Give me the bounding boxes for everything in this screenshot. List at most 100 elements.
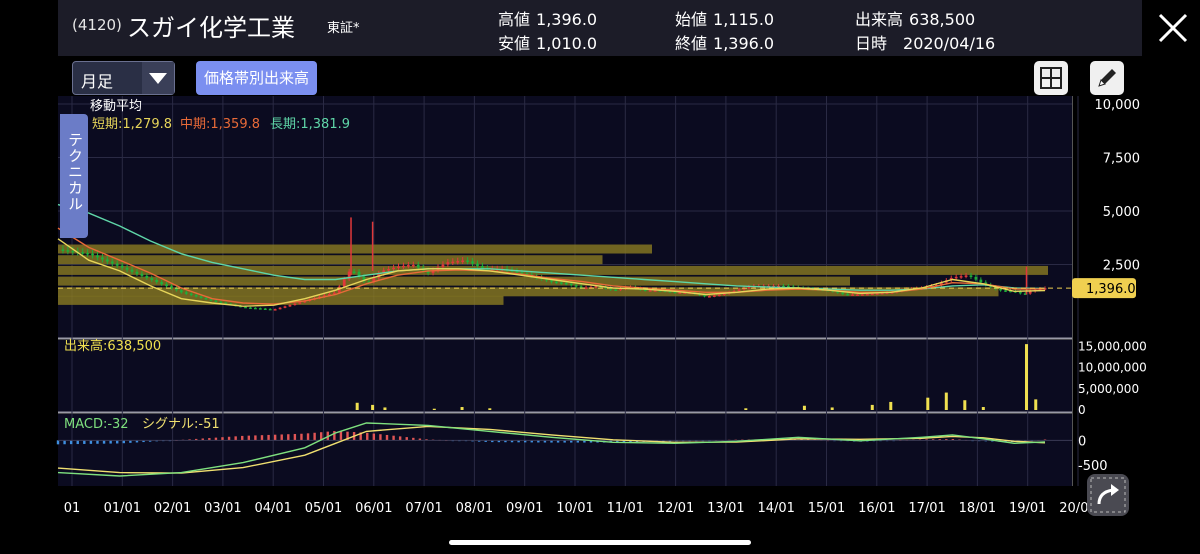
low-quote: 安値 1,010.0: [498, 34, 598, 53]
candle-body: [668, 290, 672, 293]
candle-body: [411, 264, 415, 267]
volume-tick-label: 0: [1078, 403, 1086, 417]
macd-hist-bar: [517, 440, 520, 443]
candle-body: [466, 260, 470, 263]
candle-body: [782, 285, 785, 288]
x-tick-label: 13/01: [707, 501, 744, 516]
macd-hist-bar: [201, 438, 204, 441]
volume-bar: [926, 397, 930, 410]
volume-profile-button[interactable]: 価格帯別出来高: [196, 61, 317, 95]
rotate-view-button[interactable]: [1087, 474, 1129, 516]
macd-hist-bar: [214, 437, 218, 441]
macd-hist-bar: [83, 440, 86, 444]
macd-hist-bar: [56, 440, 60, 445]
candle-body: [574, 284, 578, 287]
macd-hist-bar: [629, 440, 632, 443]
x-tick-label: 01: [64, 501, 81, 516]
macd-hist-bar: [570, 440, 573, 443]
candle-body: [416, 264, 420, 268]
candle-body: [708, 296, 711, 298]
dropdown-arrow[interactable]: [142, 62, 174, 94]
layout-button[interactable]: [1034, 61, 1068, 95]
x-axis-labels: 01 01/01 02/01 03/01 04/01 05/01 06/01 07/01 08/…: [64, 501, 1097, 516]
draw-button[interactable]: [1090, 61, 1124, 95]
candle-body: [703, 294, 706, 297]
macd-hist-bar: [412, 437, 415, 441]
candle-body: [224, 302, 228, 305]
candle-body: [481, 265, 484, 269]
macd-hist-bar: [208, 438, 211, 441]
macd-hist-bar: [313, 432, 316, 441]
candle-body: [258, 308, 262, 310]
svg-text:1,396.0: 1,396.0: [1086, 282, 1136, 297]
candle-body: [959, 276, 963, 278]
candle-body: [969, 275, 973, 277]
candle-body: [283, 306, 287, 308]
candle-body: [209, 299, 213, 301]
candle-body: [303, 300, 307, 303]
candle-body: [328, 294, 331, 296]
macd-hist-bar: [267, 434, 270, 441]
volume-panel: [58, 340, 1072, 412]
ma-long-label: 長期:1,381.9: [270, 117, 350, 132]
price-tick-label: 10,000: [1095, 98, 1141, 113]
x-tick-label: 06/01: [355, 501, 392, 516]
candle-body: [865, 293, 869, 296]
candle-body: [426, 270, 430, 274]
macd-hist-bar: [227, 436, 231, 441]
candle-body: [851, 294, 854, 296]
macd-hist-bar: [89, 440, 93, 444]
period-select[interactable]: 月足: [72, 61, 175, 95]
volume-bar: [371, 404, 375, 410]
signal-line: [57, 425, 1046, 474]
candle-body: [362, 276, 366, 282]
macd-hist-bar: [135, 440, 139, 443]
candle-body: [683, 292, 687, 294]
candle-body: [273, 309, 277, 311]
candle-body: [397, 266, 400, 268]
x-tick-label: 19/01: [1009, 501, 1046, 516]
volume-bar: [488, 408, 492, 410]
candle-body: [130, 269, 134, 272]
candle-body: [446, 262, 450, 265]
macd-hist-bar: [234, 436, 237, 441]
x-tick-label: 12/01: [657, 501, 694, 516]
chevron-down-icon: [149, 73, 167, 84]
macd-hist-bar: [366, 432, 369, 441]
candle-body: [199, 296, 203, 298]
x-tick-label: 09/01: [506, 501, 543, 516]
candle-body: [673, 291, 677, 294]
macd-hist-bar: [273, 434, 277, 441]
candle-body: [520, 272, 524, 274]
y-axis-labels: 10,000 7,500 5,000 2,500 15,000,000 10,000,00…: [1078, 98, 1147, 474]
grid-icon: [1040, 67, 1062, 89]
macd-hist-bar: [945, 439, 948, 441]
candle-body: [71, 250, 75, 253]
macd-hist-bar: [142, 440, 145, 443]
macd-hist-bar: [254, 435, 257, 441]
candle-body: [653, 290, 657, 292]
candle-body: [392, 267, 395, 270]
macd-hist-bar: [497, 440, 501, 443]
macd-hist-bar: [991, 440, 994, 442]
technical-tab[interactable]: テクニカル: [60, 114, 88, 238]
candle-body: [614, 289, 618, 291]
macd-hist-bar: [372, 433, 376, 441]
macd-hist-bar: [398, 436, 402, 441]
macd-hist-bar: [1004, 440, 1007, 442]
macd-hist-bar: [576, 440, 580, 443]
macd-hist-bar: [550, 440, 553, 443]
candle-body: [564, 282, 568, 285]
candle-body: [135, 271, 139, 274]
candle-body: [870, 293, 874, 296]
volume-bar: [1024, 344, 1028, 410]
candle-body: [609, 288, 613, 290]
profile-bar: [58, 287, 999, 297]
volume-bar: [802, 405, 806, 410]
x-tick-label: 02/01: [154, 501, 191, 516]
close-button[interactable]: [1153, 8, 1193, 48]
candle-body: [786, 285, 790, 288]
candle-body: [204, 297, 208, 300]
candle-body: [160, 282, 164, 285]
